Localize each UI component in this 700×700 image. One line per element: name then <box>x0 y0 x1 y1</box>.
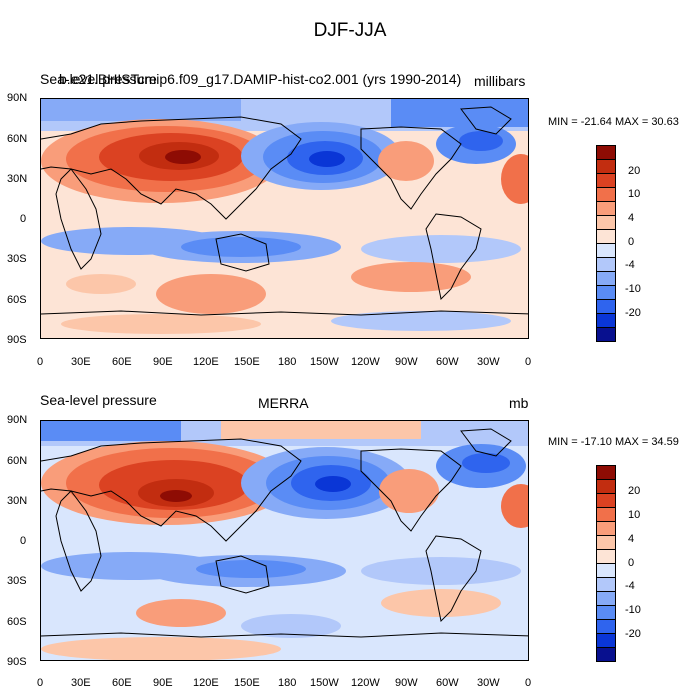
p1-lat-tick: 30N <box>7 173 28 185</box>
cb-swatch <box>596 299 616 314</box>
figure-title: DJF-JJA <box>313 20 387 41</box>
panel2-left-title: Sea-level pressure <box>40 392 157 408</box>
cb-label: 10 <box>628 188 641 200</box>
p1-lon-tick: 120E <box>193 356 219 368</box>
panel1-center-title: b.e21.BHISTcmip6.f09_g17.DAMIP-hist-co2.… <box>59 71 462 87</box>
p1-lat-tick: 60N <box>7 133 28 145</box>
p2-lon-tick: 0 <box>37 677 44 689</box>
p2-lat-tick: 90N <box>7 414 28 426</box>
p1-lat-tick: 0 <box>20 213 27 225</box>
panel2-map-svg <box>41 421 528 660</box>
cb-swatch <box>596 493 616 508</box>
cb-swatch <box>596 563 616 578</box>
p1-lon-tick: 0 <box>37 356 44 368</box>
cb-swatch <box>596 605 616 620</box>
cb-label: -20 <box>625 307 641 319</box>
panel2-colorbar <box>596 465 616 662</box>
cb-label: -10 <box>625 604 641 616</box>
cb-swatch <box>596 243 616 258</box>
cb-swatch <box>596 633 616 648</box>
cb-swatch <box>596 215 616 230</box>
p1-lat-tick: 90S <box>7 334 27 346</box>
p1-lon-tick: 60E <box>112 356 132 368</box>
panel1-left-title: Sea-level pressure <box>40 71 157 87</box>
cb-swatch <box>596 285 616 300</box>
p2-lon-tick: 120W <box>351 677 380 689</box>
cb-label: -4 <box>625 580 635 592</box>
cb-swatch <box>596 535 616 550</box>
p1-lon-tick: 150W <box>310 356 339 368</box>
cb-swatch <box>596 187 616 202</box>
cb-label: 20 <box>628 485 641 497</box>
cb-swatch <box>596 591 616 606</box>
p2-lat-tick: 60N <box>7 455 28 467</box>
p2-lat-tick: 0 <box>20 535 27 547</box>
panel1-minmax: MIN = -21.64 MAX = 30.63 <box>548 116 679 128</box>
p2-lon-tick: 150W <box>310 677 339 689</box>
p1-lon-tick: 30W <box>477 356 500 368</box>
cb-swatch <box>596 647 616 662</box>
cb-label: 0 <box>628 557 635 569</box>
cb-label: 4 <box>628 533 635 545</box>
cb-label: -4 <box>625 259 635 271</box>
p2-lon-tick: 120E <box>193 677 219 689</box>
cb-swatch <box>596 257 616 272</box>
cb-swatch <box>596 159 616 174</box>
cb-swatch <box>596 619 616 634</box>
panel2-minmax: MIN = -17.10 MAX = 34.59 <box>548 436 679 448</box>
p2-lat-tick: 30S <box>7 575 27 587</box>
p1-lat-tick: 90N <box>7 92 28 104</box>
cb-label: 20 <box>628 165 641 177</box>
cb-swatch <box>596 521 616 536</box>
cb-swatch <box>596 479 616 494</box>
p1-lon-tick: 180 <box>278 356 297 368</box>
cb-label: -10 <box>625 283 641 295</box>
cb-swatch <box>596 173 616 188</box>
p2-lon-tick: 150E <box>234 677 260 689</box>
p2-lon-tick: 30W <box>477 677 500 689</box>
p2-lat-tick: 90S <box>7 656 27 668</box>
cb-label: -20 <box>625 628 641 640</box>
p2-lon-tick: 180 <box>278 677 297 689</box>
cb-label: 10 <box>628 509 641 521</box>
p1-lon-tick: 150E <box>234 356 260 368</box>
cb-swatch <box>596 313 616 328</box>
p2-lon-tick: 60E <box>112 677 132 689</box>
p1-lon-tick: 30E <box>71 356 91 368</box>
p2-lon-tick: 90W <box>395 677 418 689</box>
p1-lon-tick: 60W <box>436 356 459 368</box>
p1-lon-tick: 120W <box>351 356 380 368</box>
panel2-center-title: MERRA <box>258 395 309 411</box>
cb-label: 4 <box>628 212 635 224</box>
p2-lon-tick: 0 <box>525 677 532 689</box>
p1-lon-tick: 0 <box>525 356 532 368</box>
p1-lat-tick: 30S <box>7 253 27 265</box>
p1-lon-tick: 90W <box>395 356 418 368</box>
p2-lon-tick: 90E <box>153 677 173 689</box>
cb-swatch <box>596 507 616 522</box>
panel1-map-svg <box>41 99 528 338</box>
cb-swatch <box>596 229 616 244</box>
panel2-right-title: mb <box>509 395 529 411</box>
cb-swatch <box>596 577 616 592</box>
cb-swatch <box>596 465 616 480</box>
p1-lat-tick: 60S <box>7 294 27 306</box>
cb-swatch <box>596 201 616 216</box>
p2-lon-tick: 60W <box>436 677 459 689</box>
cb-swatch <box>596 145 616 160</box>
p2-lat-tick: 60S <box>7 616 27 628</box>
panel1-colorbar <box>596 145 616 342</box>
cb-swatch <box>596 271 616 286</box>
panel1-right-title: millibars <box>474 73 526 89</box>
cb-swatch <box>596 327 616 342</box>
p2-lon-tick: 30E <box>71 677 91 689</box>
p1-lon-tick: 90E <box>153 356 173 368</box>
cb-label: 0 <box>628 236 635 248</box>
cb-swatch <box>596 549 616 564</box>
panel2-map <box>40 420 529 661</box>
panel1-map <box>40 98 529 339</box>
p2-lat-tick: 30N <box>7 495 28 507</box>
